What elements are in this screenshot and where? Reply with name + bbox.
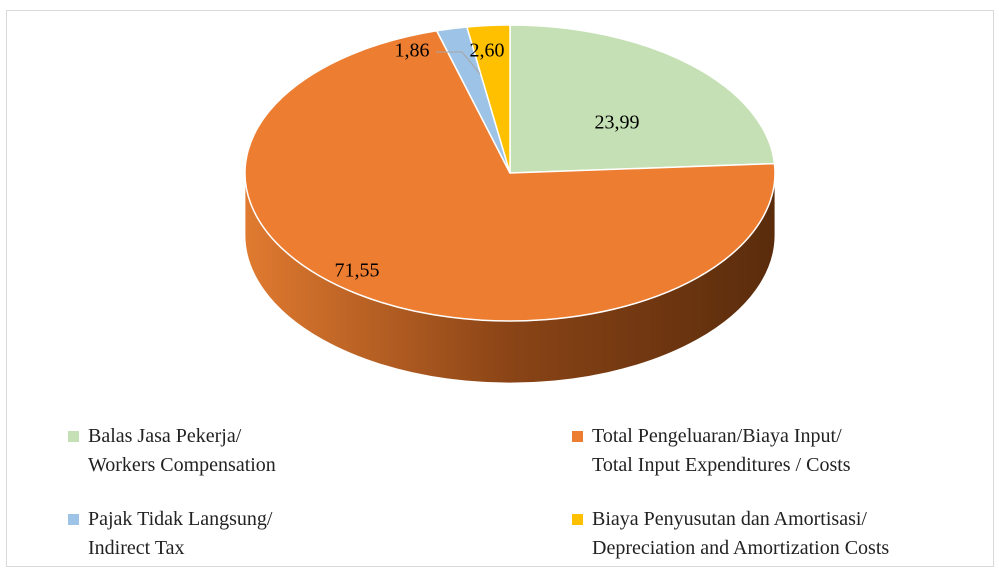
legend-swatch <box>572 431 583 442</box>
leader-line <box>436 51 481 75</box>
legend-item: Balas Jasa Pekerja/ Workers Compensation <box>68 422 276 480</box>
legend-swatch <box>68 514 79 525</box>
legend-label: Biaya Penyusutan dan Amortisasi/ Depreci… <box>592 508 890 559</box>
pie-slice <box>509 24 776 174</box>
pie-slice <box>244 29 776 322</box>
data-label: 23,99 <box>595 112 640 134</box>
data-label: 2,60 <box>470 40 505 62</box>
pie <box>244 24 776 384</box>
legend-item: Biaya Penyusutan dan Amortisasi/ Depreci… <box>572 505 889 563</box>
legend-item: Pajak Tidak Langsung/ Indirect Tax <box>68 505 272 563</box>
pie-slice <box>465 24 511 174</box>
legend-item: Total Pengeluaran/Biaya Input/ Total Inp… <box>572 422 851 480</box>
legend-label: Pajak Tidak Langsung/ Indirect Tax <box>88 508 273 559</box>
legend-label: Balas Jasa Pekerja/ Workers Compensation <box>88 425 276 476</box>
legend-swatch <box>572 514 583 525</box>
legend-swatch <box>68 431 79 442</box>
legend-label: Total Pengeluaran/Biaya Input/ Total Inp… <box>592 425 851 476</box>
data-label: 1,86 <box>395 40 430 62</box>
data-label: 71,55 <box>335 260 380 282</box>
frame <box>6 10 994 567</box>
